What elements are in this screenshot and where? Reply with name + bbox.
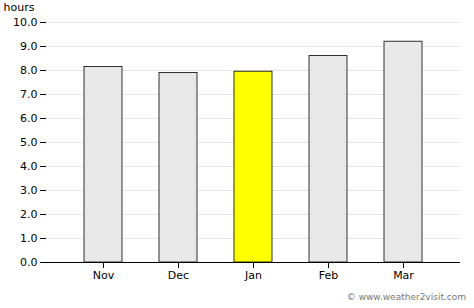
svg-text:0.0: 0.0: [20, 256, 38, 269]
svg-text:Mar: Mar: [393, 269, 414, 282]
svg-text:3.0: 3.0: [20, 184, 38, 197]
svg-text:9.0: 9.0: [20, 40, 38, 53]
svg-text:Nov: Nov: [93, 269, 115, 282]
svg-text:hours: hours: [4, 1, 35, 14]
svg-text:8.0: 8.0: [20, 64, 38, 77]
svg-text:6.0: 6.0: [20, 112, 38, 125]
svg-text:1.0: 1.0: [20, 232, 38, 245]
svg-text:Feb: Feb: [319, 269, 338, 282]
svg-text:Jan: Jan: [244, 269, 262, 282]
svg-text:2.0: 2.0: [20, 208, 38, 221]
svg-text:Dec: Dec: [168, 269, 189, 282]
svg-text:7.0: 7.0: [20, 88, 38, 101]
svg-text:5.0: 5.0: [20, 136, 38, 149]
svg-text:10.0: 10.0: [13, 16, 38, 29]
html-text:© www.weather2visit.com: © www.weather2visit.com: [346, 292, 466, 302]
svg-text:4.0: 4.0: [20, 160, 38, 173]
